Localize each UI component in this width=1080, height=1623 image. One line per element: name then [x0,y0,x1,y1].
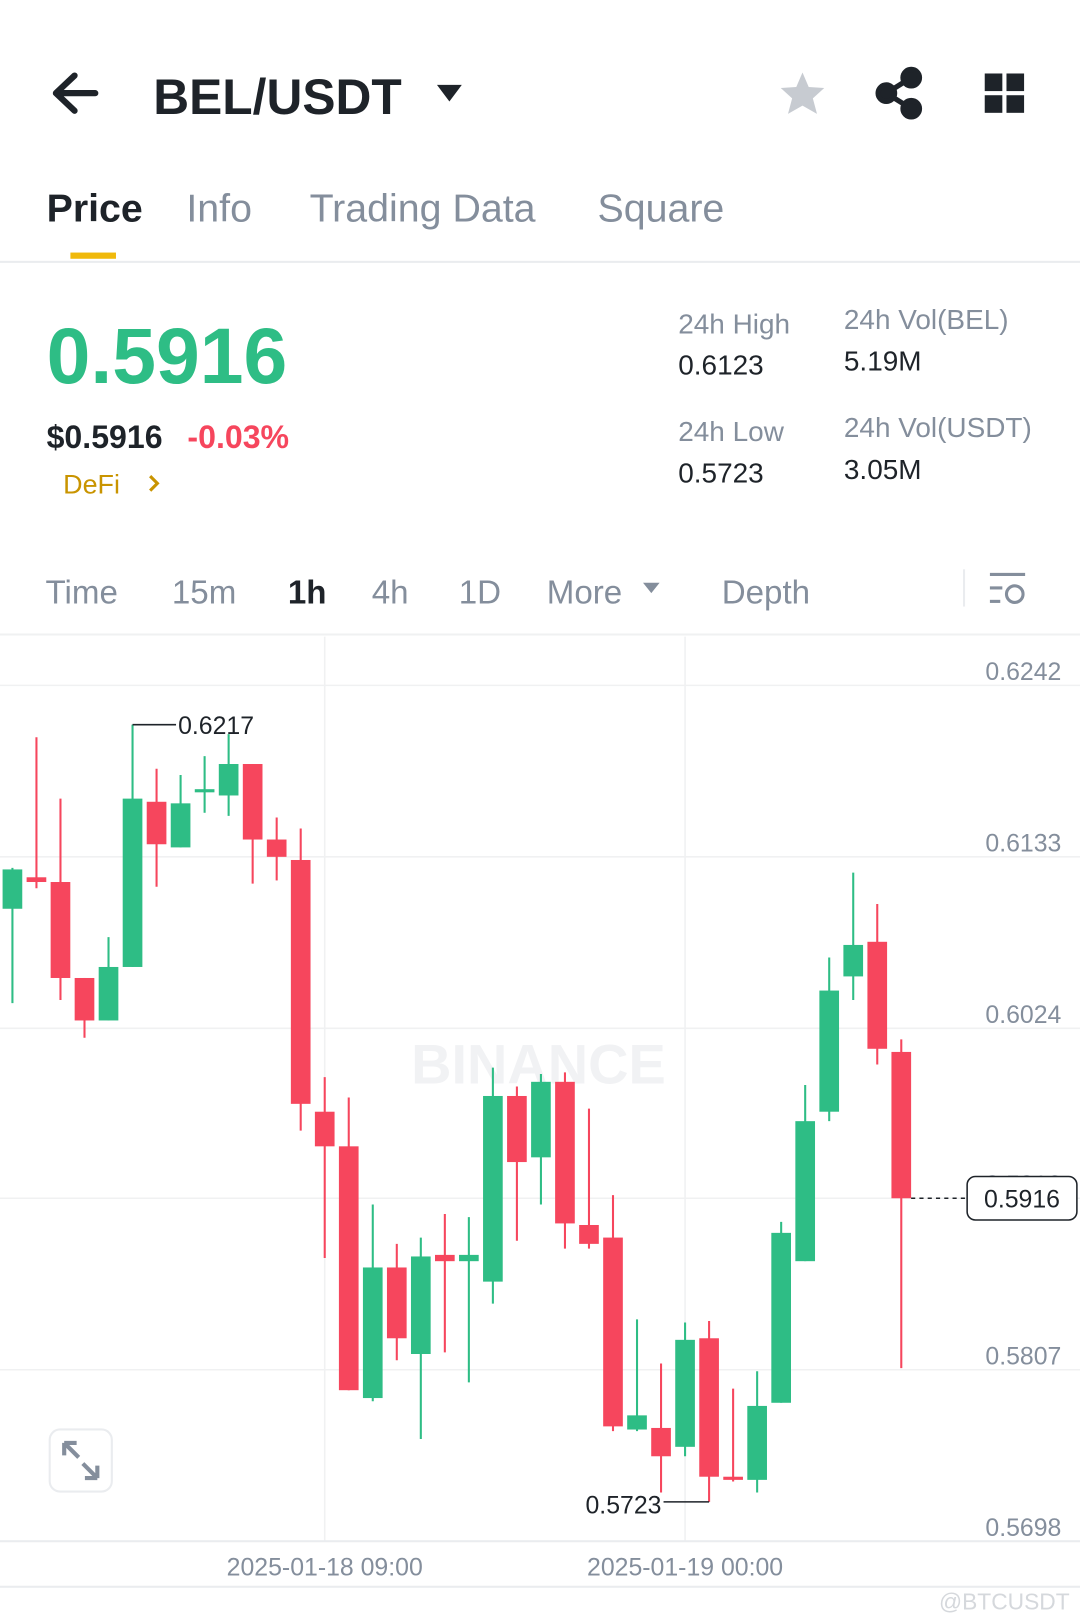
y-tick-label: 0.5698 [985,1515,1061,1542]
x-tick-label: 2025-01-18 09:00 [227,1554,423,1581]
interval-active[interactable]: 1h [288,574,327,611]
tab[interactable]: Trading Data [310,187,536,231]
expand-button[interactable] [48,1428,113,1493]
tab-indicator [70,252,116,259]
candle-body [891,1051,912,1199]
share-icon[interactable] [875,66,923,120]
y-tick-label: 0.5807 [985,1344,1061,1371]
candle-body [507,1095,527,1163]
candle-body [50,882,71,978]
stat-label: 24h Low [678,416,784,447]
axis-line [0,1540,1080,1543]
tab[interactable]: Info [186,187,252,231]
apps-icon[interactable] [984,73,1025,113]
low-label: 0.5723 [585,1492,661,1519]
candle-body [483,1095,503,1282]
last-price-label: 0.5916 [984,1187,1060,1214]
divider [0,260,1080,263]
candle-body [819,990,840,1112]
interval[interactable]: 4h [372,574,409,611]
pair-dropdown[interactable] [436,84,462,102]
y-tick-label: 0.6242 [985,659,1061,686]
separator [962,569,966,607]
candle-body [555,1081,575,1224]
candle-body [435,1254,455,1262]
back-button[interactable] [52,72,99,114]
y-tick-label: 0.6133 [985,831,1061,858]
interval[interactable]: Depth [722,574,810,611]
candle-body [410,1256,431,1355]
price-change: -0.03% [187,419,289,455]
candle-body [242,764,263,840]
stat-label: 24h Vol(USDT) [844,412,1032,443]
usd-price: $0.5916 [47,419,163,455]
last-price: 0.5916 [47,312,288,400]
candle-body [98,966,119,1021]
stat-value: 5.19M [844,346,922,377]
tag-chevron[interactable] [149,475,160,492]
credit: @BTCUSDT [939,1589,1070,1615]
candle-body [675,1339,695,1447]
y-tick-label: 0.6024 [985,1002,1061,1029]
candle-body [531,1081,551,1158]
tag[interactable]: DeFi [63,470,120,500]
divider [0,633,1080,636]
interval[interactable]: More [547,574,622,611]
chart-settings-icon[interactable] [989,572,1026,604]
divider [0,1585,1080,1588]
interval[interactable]: Time [46,574,118,611]
candle-body [362,1267,383,1399]
candle-body [386,1267,407,1339]
candle-body [122,798,143,967]
stat-label: 24h Vol(BEL) [844,304,1009,335]
stat-label: 24h High [678,308,790,339]
pair-title[interactable]: BEL/USDT [153,69,401,125]
last-price-box [966,1175,1078,1221]
tab-active[interactable]: Price [47,187,143,231]
candle-body [771,1232,791,1403]
candle-body [459,1254,479,1262]
candle-body [170,803,191,848]
favorite-icon[interactable] [780,72,825,114]
more-caret[interactable] [643,582,660,594]
candle-body [651,1427,671,1457]
candle-body [290,859,311,1104]
candle-body [843,944,864,977]
candle-body [2,869,23,909]
candle-body [627,1415,647,1430]
candle-body [723,1476,743,1480]
stat-value: 3.05M [844,454,922,485]
candle-body [194,789,215,793]
candle-body [603,1237,623,1427]
candle-body [218,764,239,796]
stat-value: 0.5723 [678,457,763,488]
candle-body [699,1338,719,1477]
stat-value: 0.6123 [678,350,763,381]
candle-body [26,877,47,883]
tab[interactable]: Square [597,187,724,231]
candle-body [747,1405,767,1480]
interval[interactable]: 1D [459,574,501,611]
candle-body [146,801,167,845]
interval[interactable]: 15m [172,574,236,611]
candle-body [314,1111,335,1147]
candle-body [266,839,287,857]
candle-body [867,941,888,1049]
candle-body [74,977,95,1021]
chart: 0.6242 0.6133 0.6024 0.5916 0.5807 0.5698 2025… [0,636,1080,1581]
candle-body [795,1121,816,1262]
candle-body [338,1146,359,1391]
high-label: 0.6217 [178,713,254,740]
candle-body [579,1224,599,1244]
x-tick-label: 2025-01-19 00:00 [587,1554,783,1581]
